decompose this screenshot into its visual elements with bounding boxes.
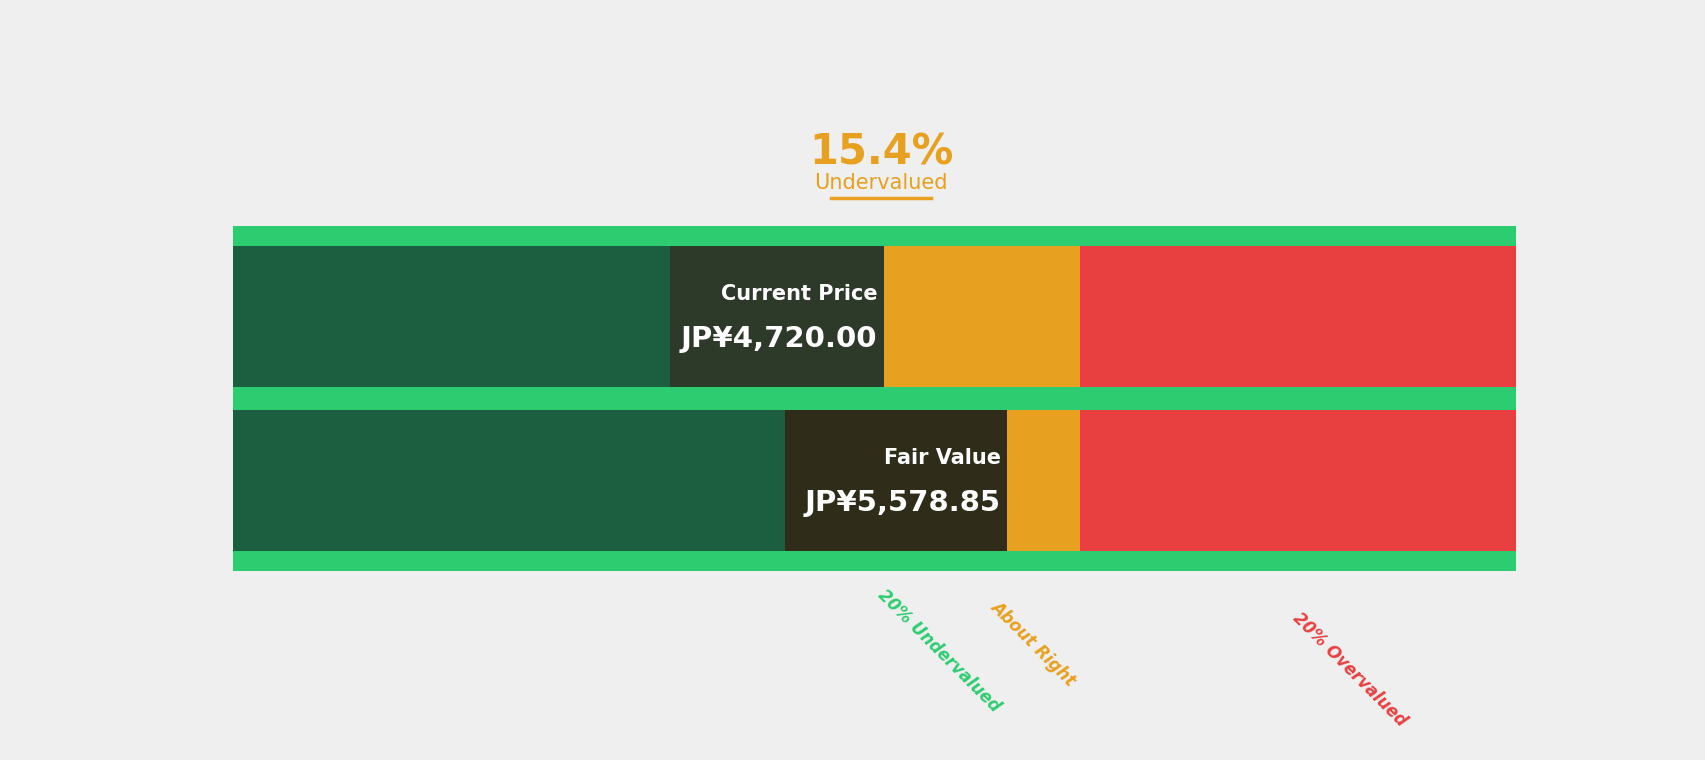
Bar bbox=[234, 226, 1514, 246]
Bar bbox=[234, 410, 982, 550]
Text: 20% Undervalued: 20% Undervalued bbox=[875, 586, 1004, 715]
Bar bbox=[868, 226, 1079, 571]
Text: Undervalued: Undervalued bbox=[813, 173, 948, 193]
Bar bbox=[670, 246, 883, 387]
Bar bbox=[1079, 226, 1514, 571]
Text: JP¥5,578.85: JP¥5,578.85 bbox=[805, 489, 999, 517]
Bar bbox=[234, 246, 868, 387]
Text: Current Price: Current Price bbox=[720, 284, 876, 304]
Text: About Right: About Right bbox=[987, 597, 1078, 689]
Text: Fair Value: Fair Value bbox=[883, 448, 999, 468]
Bar bbox=[234, 226, 868, 571]
Text: 20% Overvalued: 20% Overvalued bbox=[1289, 609, 1408, 730]
Bar bbox=[784, 410, 1006, 550]
Bar bbox=[234, 387, 1514, 410]
Text: 15.4%: 15.4% bbox=[808, 131, 953, 173]
Text: JP¥4,720.00: JP¥4,720.00 bbox=[680, 325, 876, 353]
Bar bbox=[234, 550, 1514, 571]
